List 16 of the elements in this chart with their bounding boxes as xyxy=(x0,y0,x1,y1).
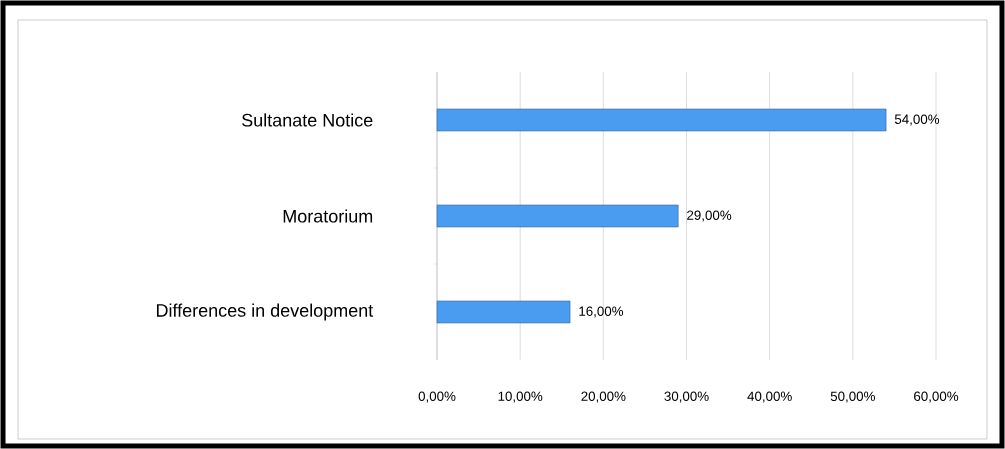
x-tick-label: 0,00% xyxy=(418,391,456,403)
x-tick-label: 20,00% xyxy=(581,391,626,403)
y-tick-label: Sultanate Notice xyxy=(242,113,373,127)
bar xyxy=(436,204,679,228)
data-label: 16,00% xyxy=(579,306,624,318)
data-label: 29,00% xyxy=(687,210,732,222)
y-tick-label: Differences in development xyxy=(156,303,374,321)
data-label: 54,00% xyxy=(894,114,940,126)
bar xyxy=(436,108,887,132)
x-tick-label: 50,00% xyxy=(830,391,875,403)
bar xyxy=(436,300,571,324)
x-tick-label: 30,00% xyxy=(664,391,709,403)
x-tick-label: 40,00% xyxy=(747,391,792,403)
y-tick-label: Moratorium xyxy=(283,209,373,223)
x-tick-label: 60,00% xyxy=(914,391,959,403)
x-tick-label: 10,00% xyxy=(498,391,543,403)
